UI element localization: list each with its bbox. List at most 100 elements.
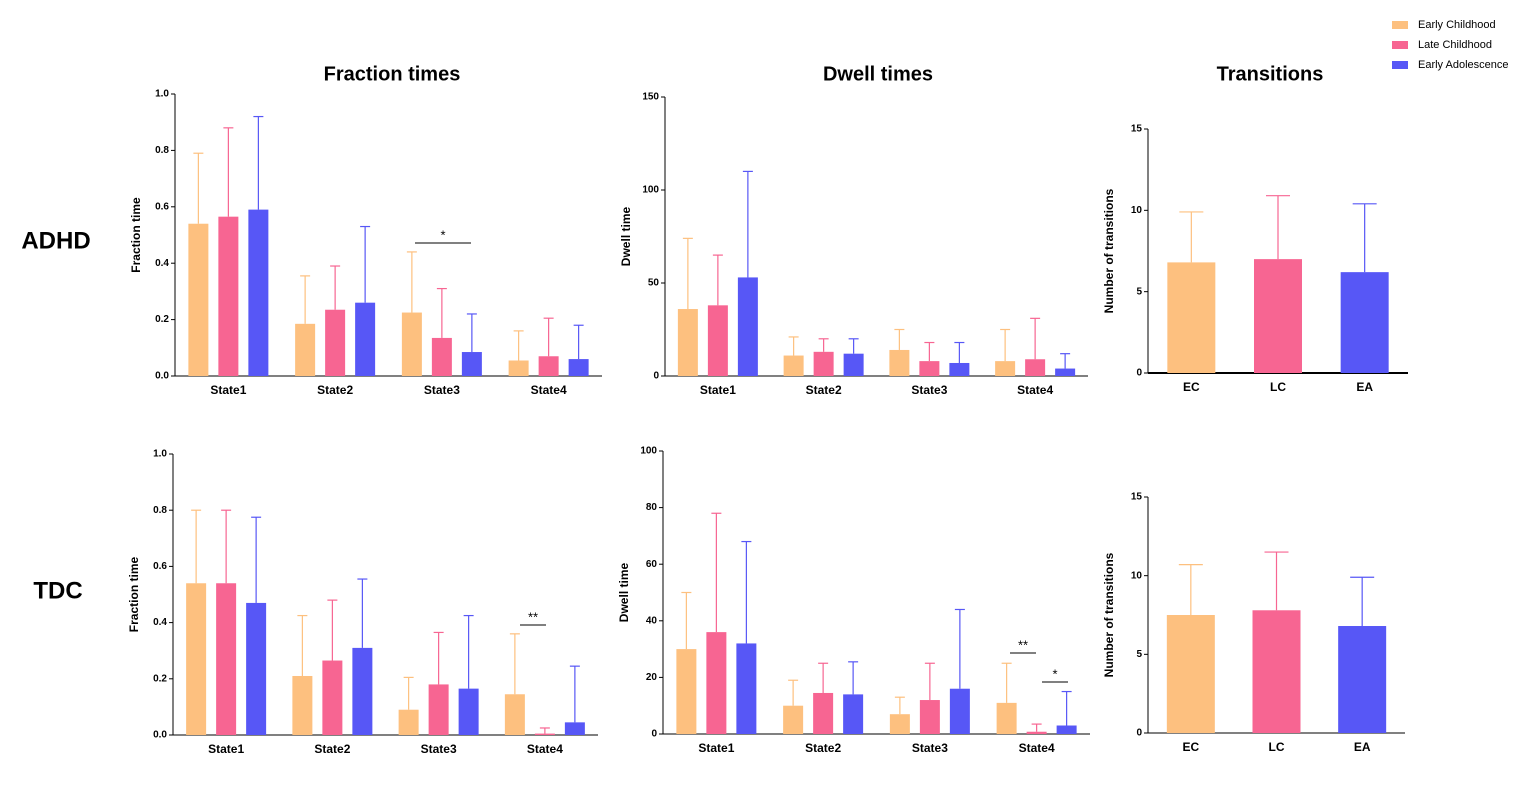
bar [325, 309, 346, 376]
y-tick-label: 0.0 [155, 371, 169, 382]
bar [398, 709, 419, 735]
chart-title: Fraction times [324, 63, 461, 85]
x-tick-label: State2 [314, 742, 350, 756]
y-tick-label: 0 [653, 371, 659, 382]
x-tick-label: LC [1269, 740, 1285, 754]
y-tick-label: 0.2 [153, 673, 167, 684]
bar [707, 305, 728, 376]
bar [188, 223, 209, 376]
bar [783, 705, 804, 734]
bar [783, 355, 804, 376]
bar [295, 323, 316, 376]
y-tick-label: 0.6 [153, 561, 167, 572]
y-tick-label: 150 [642, 92, 659, 103]
y-tick-label: 0.8 [153, 505, 167, 516]
y-tick-label: 60 [646, 559, 658, 570]
y-tick-label: 0 [1136, 728, 1142, 739]
bar [995, 361, 1016, 376]
bar [292, 675, 313, 735]
x-tick-label: State4 [527, 742, 563, 756]
y-axis-label: Fraction time [127, 557, 141, 633]
legend-swatch [1392, 21, 1408, 29]
significance-label: ** [1018, 637, 1028, 652]
legend-label: Late Childhood [1418, 39, 1492, 51]
bar [996, 702, 1017, 734]
significance-label: ** [528, 609, 538, 624]
bar [813, 351, 834, 376]
bar [736, 643, 757, 734]
x-tick-label: State1 [698, 741, 734, 755]
bar [889, 349, 910, 376]
bar [428, 684, 449, 735]
bar [1166, 615, 1215, 733]
y-tick-label: 0.2 [155, 314, 169, 325]
x-tick-label: State1 [210, 383, 246, 397]
x-tick-label: State3 [421, 742, 457, 756]
y-tick-label: 0.4 [153, 617, 167, 628]
x-tick-label: EC [1182, 740, 1199, 754]
significance-label: * [440, 227, 445, 242]
y-tick-label: 1.0 [155, 89, 169, 100]
x-tick-label: State4 [1019, 741, 1055, 755]
x-tick-label: State4 [1017, 383, 1053, 397]
y-tick-label: 0.4 [155, 258, 169, 269]
bar [401, 312, 422, 376]
bar [1056, 725, 1077, 734]
bar [568, 359, 589, 376]
bar [1340, 272, 1389, 373]
bar [843, 353, 864, 376]
bar [1252, 610, 1301, 733]
bar [1026, 731, 1047, 734]
bar [706, 632, 727, 734]
bar [322, 660, 343, 735]
y-axis-label: Number of transitions [1102, 552, 1116, 677]
y-tick-label: 20 [646, 672, 658, 683]
y-axis-label: Number of transitions [1102, 188, 1116, 313]
y-tick-label: 15 [1131, 124, 1143, 135]
bar [1167, 262, 1216, 373]
x-tick-label: State2 [317, 383, 353, 397]
legend-label: Early Adolescence [1418, 59, 1509, 71]
bar [677, 309, 698, 376]
y-axis-label: Fraction time [129, 197, 143, 273]
bar [352, 647, 373, 735]
bar [676, 649, 697, 734]
x-tick-label: State3 [911, 383, 947, 397]
x-tick-label: EC [1183, 380, 1200, 394]
y-tick-label: 0.6 [155, 201, 169, 212]
bar [889, 714, 910, 734]
legend-swatch [1392, 41, 1408, 49]
bar [1055, 368, 1076, 376]
row-label: ADHD [21, 227, 90, 254]
y-tick-label: 10 [1131, 570, 1143, 581]
x-tick-label: State2 [806, 383, 842, 397]
y-axis-label: Dwell time [619, 207, 633, 267]
bar [538, 356, 559, 376]
bar [508, 360, 529, 376]
y-tick-label: 100 [642, 185, 659, 196]
x-tick-label: LC [1270, 380, 1286, 394]
y-tick-label: 100 [640, 446, 657, 457]
y-tick-label: 15 [1131, 492, 1143, 503]
y-axis-label: Dwell time [617, 563, 631, 623]
row-label: TDC [33, 577, 82, 604]
y-tick-label: 5 [1136, 649, 1142, 660]
bar [564, 722, 585, 735]
chart-title: Transitions [1217, 63, 1324, 85]
bar [737, 277, 758, 376]
y-tick-label: 5 [1136, 286, 1142, 297]
x-tick-label: State1 [700, 383, 736, 397]
x-tick-label: State2 [805, 741, 841, 755]
bar [1338, 626, 1387, 733]
bar [534, 733, 555, 735]
legend-label: Early Childhood [1418, 19, 1496, 31]
chart-title: Dwell times [823, 63, 933, 85]
bar [949, 688, 970, 734]
bar [813, 692, 834, 734]
x-tick-label: State3 [424, 383, 460, 397]
legend-swatch [1392, 61, 1408, 69]
bar [949, 362, 970, 376]
x-tick-label: State3 [912, 741, 948, 755]
y-tick-label: 40 [646, 615, 658, 626]
